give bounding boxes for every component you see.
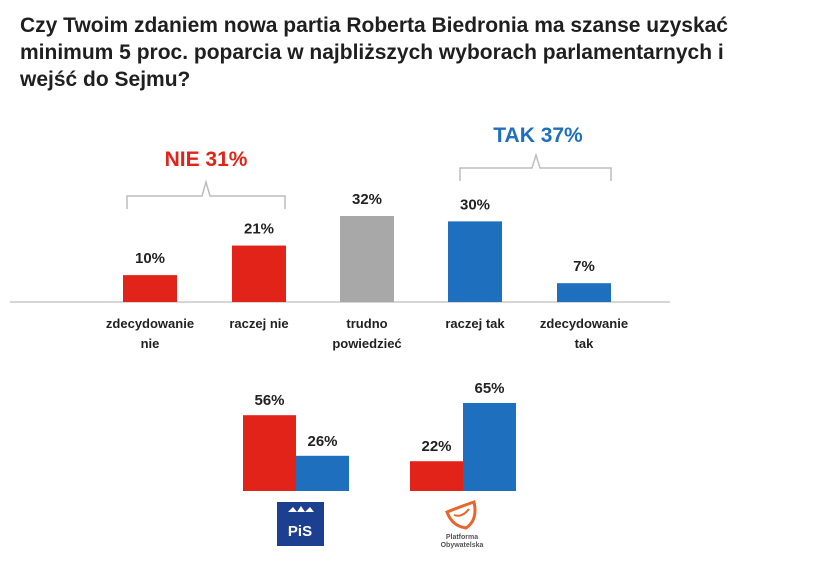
category-label-4-1: tak <box>575 336 595 351</box>
category-label-0-1: nie <box>141 336 160 351</box>
party-bar-0-1 <box>296 455 349 491</box>
bar-value-label-3: 30% <box>460 196 490 213</box>
bar-value-label-0: 10% <box>135 250 165 267</box>
party-bar-value-label-1-1: 65% <box>474 380 504 397</box>
party-bar-value-label-0-0: 56% <box>254 392 284 409</box>
tak-group-label: TAK 37% <box>493 124 583 147</box>
bar-3 <box>448 221 502 302</box>
party-bar-value-label-0-1: 26% <box>307 433 337 450</box>
bar-0 <box>123 275 177 302</box>
pis-logo: PiS <box>277 502 324 546</box>
bar-value-label-2: 32% <box>352 191 382 208</box>
category-label-0-0: zdecydowanie <box>106 316 194 331</box>
chart-title: Czy Twoim zdaniem nowa partia Roberta Bi… <box>20 14 728 91</box>
party-bar-1-1 <box>463 403 516 491</box>
po-logo-line2: Obywatelska <box>441 542 484 549</box>
nie-bracket <box>126 179 286 209</box>
category-label-2-1: powiedzieć <box>332 336 401 351</box>
bar-1 <box>232 245 286 302</box>
bar-2 <box>340 216 394 302</box>
po-logo: Platforma Obywatelska <box>441 500 484 549</box>
tak-bracket <box>459 152 612 181</box>
party-bar-0-0 <box>243 415 296 491</box>
category-label-1-0: raczej nie <box>229 316 288 331</box>
bar-value-label-4: 7% <box>573 258 595 275</box>
bar-4 <box>557 283 611 302</box>
po-logo-line1: Platforma <box>446 534 478 541</box>
party-bar-value-label-1-0: 22% <box>421 438 451 455</box>
category-label-3-0: raczej tak <box>445 316 505 331</box>
pis-logo-text: PiS <box>288 523 312 540</box>
nie-group-label: NIE 31% <box>165 148 248 171</box>
category-label-2-0: trudno <box>346 316 387 331</box>
bar-value-label-1: 21% <box>244 221 274 238</box>
category-label-4-0: zdecydowanie <box>540 316 628 331</box>
party-bar-1-0 <box>410 461 463 491</box>
